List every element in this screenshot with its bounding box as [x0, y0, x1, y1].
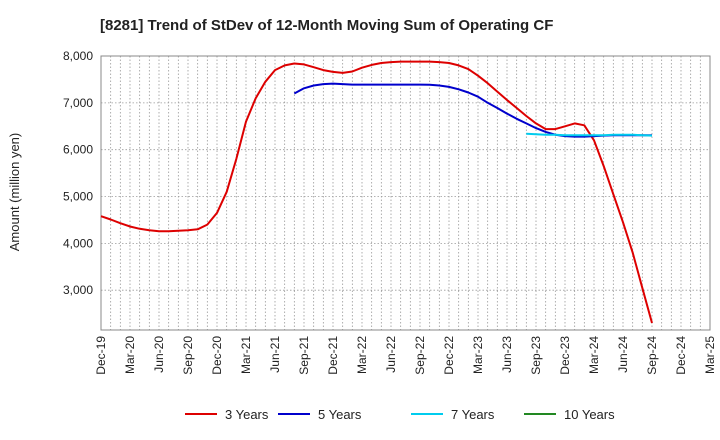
- legend-item: 10 Years: [524, 407, 615, 422]
- x-tick-label: Mar-24: [587, 336, 601, 374]
- series-line: [526, 132, 653, 137]
- series-lines: [100, 60, 653, 324]
- y-axis-label: Amount (million yen): [7, 133, 22, 252]
- y-tick-label: 4,000: [63, 236, 93, 250]
- x-tick-label: Jun-21: [268, 336, 282, 373]
- grid: [101, 55, 710, 330]
- y-tick-label: 6,000: [63, 143, 93, 157]
- y-tick-label: 8,000: [63, 49, 93, 63]
- y-tick-label: 5,000: [63, 190, 93, 204]
- legend-label: 5 Years: [318, 407, 362, 422]
- series-line: [293, 82, 652, 138]
- y-axis-ticks: 3,000 4,000 5,000 6,000 7,000 8,000: [63, 49, 93, 297]
- x-axis-ticks: Dec-19 Mar-20 Jun-20 Sep-20 Dec-20 Mar-21 Jun-…: [94, 336, 717, 375]
- x-tick-label: Mar-21: [239, 336, 253, 374]
- x-tick-label: Sep-21: [297, 336, 311, 375]
- x-tick-label: Sep-24: [645, 336, 659, 375]
- x-tick-label: Dec-23: [558, 336, 572, 375]
- y-tick-label: 3,000: [63, 283, 93, 297]
- x-tick-label: Sep-22: [413, 336, 427, 375]
- x-tick-label: Mar-25: [703, 336, 717, 374]
- x-tick-label: Jun-22: [384, 336, 398, 373]
- series-line: [100, 60, 653, 324]
- plot-frame: [100, 55, 711, 331]
- x-tick-label: Dec-20: [210, 336, 224, 375]
- x-tick-label: Mar-22: [355, 336, 369, 374]
- x-tick-label: Mar-20: [123, 336, 137, 374]
- legend-label: 7 Years: [451, 407, 495, 422]
- chart-title: [8281] Trend of StDev of 12-Month Moving…: [100, 17, 553, 34]
- legend-item: 7 Years: [411, 407, 495, 422]
- x-tick-label: Mar-23: [471, 336, 485, 374]
- legend-label: 3 Years: [225, 407, 269, 422]
- legend-item: 5 Years: [278, 407, 362, 422]
- y-tick-label: 7,000: [63, 96, 93, 110]
- x-tick-label: Jun-20: [152, 336, 166, 373]
- x-tick-label: Dec-21: [326, 336, 340, 375]
- legend-label: 10 Years: [564, 407, 615, 422]
- x-tick-label: Dec-24: [674, 336, 688, 375]
- x-tick-label: Sep-23: [529, 336, 543, 375]
- x-tick-label: Jun-24: [616, 336, 630, 373]
- legend: 3 Years 5 Years 7 Years 10 Years: [185, 407, 615, 422]
- x-tick-label: Jun-23: [500, 336, 514, 373]
- x-tick-label: Dec-22: [442, 336, 456, 375]
- x-tick-label: Sep-20: [181, 336, 195, 375]
- legend-item: 3 Years: [185, 407, 269, 422]
- x-tick-label: Dec-19: [94, 336, 108, 375]
